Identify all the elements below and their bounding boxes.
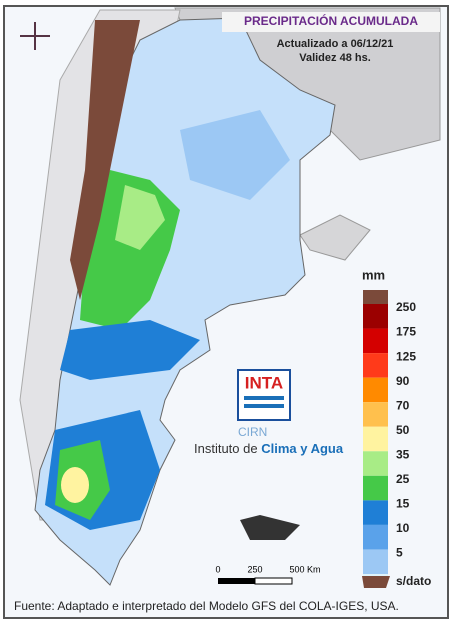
- compass: [20, 22, 50, 50]
- legend-swatch: [363, 524, 388, 550]
- blue-area: [60, 320, 200, 380]
- legend-label: 50: [396, 423, 410, 437]
- legend-label: 10: [396, 521, 410, 535]
- legend-swatch-top: [363, 290, 388, 304]
- updated: Actualizado a 06/12/21: [277, 38, 394, 50]
- legend-label: 15: [396, 497, 410, 511]
- source: Fuente: Adaptado e interpretado del Mode…: [14, 599, 399, 613]
- legend-swatch: [363, 353, 388, 378]
- malvinas: [240, 515, 300, 540]
- legend-unit: mm: [362, 267, 385, 282]
- logo-stripe: [244, 404, 284, 408]
- legend-label: 90: [396, 374, 410, 388]
- yellow-area: [61, 467, 89, 503]
- legend-label: 35: [396, 447, 410, 461]
- uruguay: [299, 214, 371, 261]
- scale-label: 250: [247, 564, 262, 574]
- legend-swatch: [363, 304, 388, 329]
- legend-label: 175: [396, 325, 416, 339]
- title: PRECIPITACIÓN ACUMULADA: [244, 13, 418, 28]
- logo-brand: INTA: [245, 373, 283, 392]
- logo-box: [237, 369, 291, 421]
- legend-swatch: [363, 549, 388, 574]
- legend-swatch: [363, 475, 388, 501]
- scale-label: 500 Km: [289, 564, 320, 574]
- scale-bar: [254, 577, 293, 585]
- title-box: [222, 12, 440, 32]
- institute-2: Clima y Agua: [261, 441, 344, 456]
- legend-swatch: [363, 402, 388, 427]
- legend-swatch: [363, 328, 388, 354]
- legend-swatch: [363, 500, 388, 525]
- institute: Instituto de Clima y Agua: [194, 441, 344, 456]
- legend-label: 5: [396, 546, 403, 560]
- blue-light-area: [180, 110, 290, 200]
- no-data-andes: [70, 20, 140, 300]
- no-data-icon: [362, 576, 390, 588]
- no-data-label: s/dato: [396, 574, 431, 588]
- validity: Validez 48 hs.: [299, 52, 371, 64]
- scale-bar: [218, 578, 255, 584]
- logo-sub: CIRN: [238, 425, 267, 439]
- scale-label: 0: [215, 564, 220, 574]
- logo-stripe: [244, 396, 284, 400]
- legend-label: 70: [396, 398, 410, 412]
- legend-swatch: [363, 451, 388, 476]
- legend-swatch: [363, 377, 388, 403]
- lightgreen-area: [115, 185, 165, 250]
- legend-label: 25: [396, 472, 410, 486]
- institute-1: Instituto de: [194, 441, 261, 456]
- legend-swatch: [363, 426, 388, 452]
- legend-label: 125: [396, 349, 416, 363]
- legend-label: 250: [396, 300, 416, 314]
